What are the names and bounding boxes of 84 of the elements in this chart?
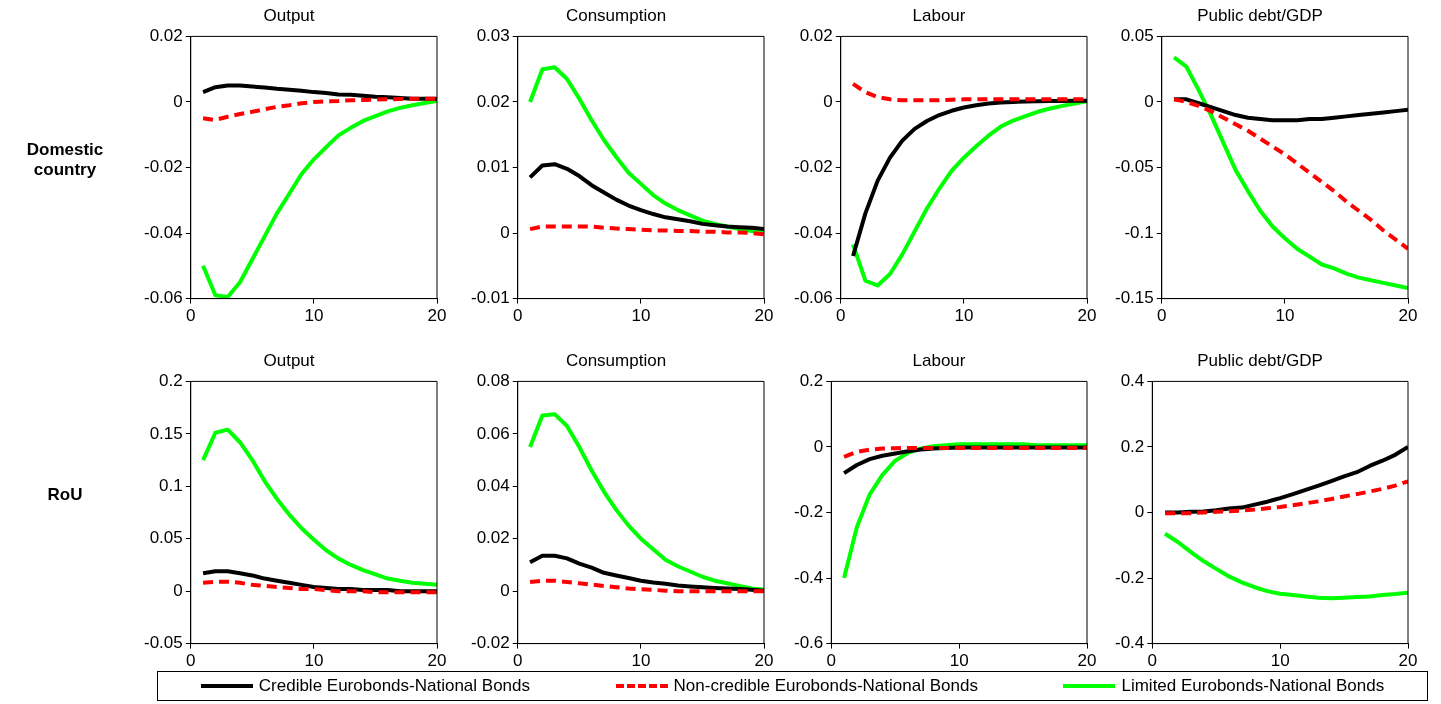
x-tick-label: 10 — [631, 306, 651, 326]
chart-title: Consumption — [565, 5, 667, 25]
chart-title: Public debt/GDP — [1197, 350, 1323, 370]
x-tick-label: 10 — [304, 651, 324, 671]
line-series — [1172, 97, 1408, 251]
x-tick-label: 20 — [1077, 306, 1097, 326]
y-tick-label: 0 — [1134, 502, 1145, 522]
legend-label: Limited Eurobonds-National Bonds — [1121, 676, 1385, 696]
y-tick-label: 0.02 — [476, 528, 510, 548]
x-tick-label: 10 — [631, 651, 651, 671]
y-tick-label: 0.15 — [149, 423, 183, 443]
x-tick-label: 0 — [186, 306, 196, 326]
y-tick-label: -0.02 — [794, 157, 833, 177]
y-tick-label: 0 — [823, 91, 833, 111]
y-tick-label: -0.4 — [1115, 633, 1145, 653]
legend-label: Non-credible Eurobonds-National Bonds — [673, 676, 978, 696]
x-tick-label: 0 — [1157, 306, 1167, 326]
y-tick-label: 0.2 — [159, 371, 183, 391]
y-axis-title: RoU — [46, 485, 84, 505]
y-tick-label: 0 — [173, 91, 183, 111]
y-tick-label: -0.05 — [144, 633, 183, 653]
line-series — [528, 224, 764, 237]
line-series — [1163, 479, 1408, 516]
x-tick-label: 20 — [1398, 306, 1418, 326]
y-tick-label: -0.2 — [794, 502, 824, 522]
x-tick-label: 10 — [304, 306, 324, 326]
x-tick-label: 10 — [954, 306, 974, 326]
x-tick-label: 10 — [1270, 651, 1290, 671]
y-tick-label: 0.2 — [1120, 436, 1145, 456]
x-tick-label: 10 — [949, 651, 969, 671]
line-series — [201, 579, 437, 595]
y-tick-label: 0 — [173, 580, 183, 600]
y-tick-label: 0.4 — [1120, 371, 1145, 391]
y-tick-label: -0.06 — [794, 288, 833, 308]
x-tick-label: 20 — [1398, 651, 1418, 671]
y-axis-title: Domestic country — [25, 140, 105, 180]
x-tick-label: 10 — [1275, 306, 1295, 326]
y-tick-label: 0 — [500, 222, 510, 242]
y-tick-label: 0.2 — [799, 371, 824, 391]
x-tick-label: 20 — [1077, 651, 1097, 671]
chart-title: Output — [263, 5, 315, 25]
x-tick-label: 0 — [513, 651, 523, 671]
line-series — [842, 445, 1087, 459]
y-tick-label: 0.01 — [476, 157, 510, 177]
chart-title: Consumption — [565, 350, 667, 370]
y-tick-label: -0.05 — [1115, 157, 1154, 177]
y-tick-label: 0.03 — [476, 26, 510, 46]
chart-title: Labour — [912, 5, 966, 25]
y-tick-label: 0.05 — [149, 528, 183, 548]
y-tick-label: 0 — [813, 436, 824, 456]
x-tick-label: 0 — [836, 306, 846, 326]
y-tick-label: -0.04 — [144, 222, 183, 242]
y-tick-label: 0.06 — [476, 423, 510, 443]
y-tick-label: 0 — [500, 580, 510, 600]
y-tick-label: 0.1 — [159, 475, 183, 495]
legend-label: Credible Eurobonds-National Bonds — [258, 676, 531, 696]
y-tick-label: 0.05 — [1120, 26, 1154, 46]
chart-title: Output — [263, 350, 315, 370]
y-tick-label: -0.4 — [794, 567, 824, 587]
y-tick-label: -0.06 — [144, 288, 183, 308]
y-tick-label: 0 — [1144, 91, 1154, 111]
x-tick-label: 20 — [754, 651, 774, 671]
y-tick-label: -0.01 — [471, 288, 510, 308]
y-tick-label: 0.02 — [149, 26, 183, 46]
y-tick-label: -0.02 — [471, 633, 510, 653]
x-tick-label: 0 — [186, 651, 196, 671]
x-tick-label: 20 — [754, 306, 774, 326]
y-tick-label: 0.02 — [799, 26, 833, 46]
y-tick-label: -0.2 — [1115, 567, 1145, 587]
chart-title: Labour — [912, 350, 966, 370]
y-tick-label: -0.02 — [144, 157, 183, 177]
line-series — [528, 578, 764, 594]
y-tick-label: -0.1 — [1124, 222, 1154, 242]
x-tick-label: 0 — [513, 306, 523, 326]
chart-title: Public debt/GDP — [1197, 5, 1323, 25]
x-tick-label: 20 — [427, 651, 447, 671]
y-tick-label: 0.04 — [476, 475, 510, 495]
y-tick-label: -0.15 — [1115, 288, 1154, 308]
y-tick-label: 0.02 — [476, 91, 510, 111]
x-tick-label: 20 — [427, 306, 447, 326]
line-series — [201, 96, 437, 122]
y-tick-label: -0.04 — [794, 222, 833, 242]
y-tick-label: 0.08 — [476, 371, 510, 391]
y-tick-label: -0.6 — [794, 633, 824, 653]
